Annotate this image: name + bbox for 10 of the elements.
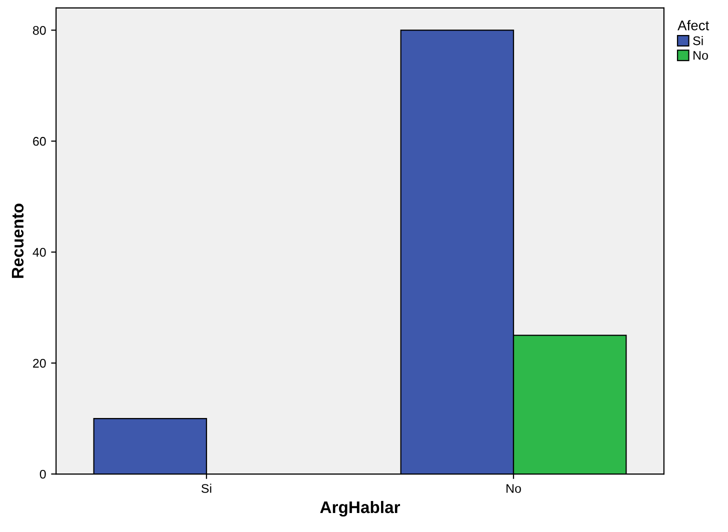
y-tick-label: 20	[33, 358, 46, 368]
legend-label: Si	[693, 36, 703, 46]
legend-title: Afect	[678, 20, 710, 30]
y-tick-label: 80	[32, 26, 46, 35]
y-tick-label: 40	[32, 248, 46, 257]
y-axis-title: Recuento	[12, 204, 24, 278]
x-axis-title: ArgHablar	[320, 500, 400, 517]
y-tick-label: 60	[33, 136, 46, 146]
y-tick-label: 0	[40, 470, 46, 479]
legend-label: No	[694, 51, 708, 60]
